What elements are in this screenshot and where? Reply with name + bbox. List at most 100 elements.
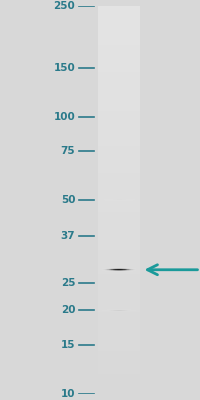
Bar — [98, 26, 140, 30]
Bar — [98, 242, 140, 246]
Bar — [98, 84, 140, 88]
Bar — [98, 138, 140, 142]
Bar — [98, 258, 140, 262]
Bar — [98, 177, 140, 181]
Bar — [98, 126, 140, 130]
Bar — [98, 386, 140, 390]
Bar — [98, 41, 140, 45]
Bar — [98, 68, 140, 72]
Text: 10: 10 — [61, 389, 75, 399]
Text: 15: 15 — [61, 340, 75, 350]
Bar — [98, 45, 140, 49]
Bar — [98, 6, 140, 10]
Bar — [98, 37, 140, 41]
Bar — [98, 324, 140, 328]
Bar — [98, 96, 140, 99]
Bar — [98, 10, 140, 14]
Bar — [98, 297, 140, 301]
Bar — [98, 308, 140, 312]
Bar — [98, 235, 140, 239]
Bar — [98, 107, 140, 111]
Bar — [98, 111, 140, 115]
Bar — [98, 196, 140, 200]
Bar — [98, 61, 140, 64]
Text: 100: 100 — [54, 112, 75, 122]
Bar — [98, 18, 140, 22]
Bar — [98, 223, 140, 227]
Bar — [98, 204, 140, 208]
Bar — [98, 130, 140, 134]
Bar — [98, 355, 140, 359]
Bar — [98, 332, 140, 336]
Bar — [98, 328, 140, 332]
Bar — [98, 301, 140, 304]
Bar — [98, 184, 140, 188]
Bar — [98, 208, 140, 212]
Bar — [98, 119, 140, 122]
Bar — [98, 53, 140, 57]
Bar — [98, 192, 140, 196]
Bar — [98, 57, 140, 61]
Bar — [98, 122, 140, 126]
Bar — [98, 14, 140, 18]
Text: 50: 50 — [61, 195, 75, 205]
Bar — [98, 270, 140, 274]
Text: 37: 37 — [61, 231, 75, 241]
Bar — [98, 200, 140, 204]
Bar — [98, 304, 140, 308]
Bar — [98, 289, 140, 293]
Text: 20: 20 — [61, 305, 75, 315]
Text: 250: 250 — [54, 1, 75, 11]
Bar — [98, 274, 140, 278]
Bar — [98, 378, 140, 382]
Bar — [98, 316, 140, 320]
Bar — [98, 336, 140, 339]
Bar — [98, 64, 140, 68]
Bar — [98, 134, 140, 138]
Bar — [98, 216, 140, 219]
Bar — [98, 363, 140, 366]
Bar — [98, 227, 140, 231]
Text: 25: 25 — [61, 278, 75, 288]
Bar — [98, 351, 140, 355]
Bar — [98, 212, 140, 216]
Bar — [98, 80, 140, 84]
Bar — [98, 158, 140, 161]
Bar — [98, 88, 140, 92]
Bar — [98, 103, 140, 107]
Bar — [98, 173, 140, 177]
Bar — [98, 49, 140, 53]
Bar — [98, 30, 140, 34]
Bar — [98, 347, 140, 351]
Bar — [98, 343, 140, 347]
Bar — [98, 278, 140, 281]
Bar — [98, 92, 140, 96]
Bar — [98, 154, 140, 158]
Bar — [98, 165, 140, 169]
Bar — [98, 142, 140, 146]
Bar — [98, 366, 140, 370]
Bar — [98, 181, 140, 184]
Bar — [98, 320, 140, 324]
Bar — [98, 266, 140, 270]
Bar — [98, 250, 140, 254]
Bar — [98, 219, 140, 223]
Bar — [98, 146, 140, 150]
Bar — [98, 370, 140, 374]
Bar — [98, 359, 140, 363]
Bar — [98, 99, 140, 103]
Bar — [98, 22, 140, 26]
Bar — [98, 254, 140, 258]
Bar — [98, 246, 140, 250]
Bar — [98, 374, 140, 378]
Bar — [98, 150, 140, 154]
Bar — [98, 339, 140, 343]
Bar — [98, 231, 140, 235]
Bar — [98, 76, 140, 80]
Bar — [98, 115, 140, 119]
Bar — [98, 169, 140, 173]
Bar — [98, 382, 140, 386]
Bar — [98, 285, 140, 289]
Bar — [98, 188, 140, 192]
Bar — [98, 262, 140, 266]
